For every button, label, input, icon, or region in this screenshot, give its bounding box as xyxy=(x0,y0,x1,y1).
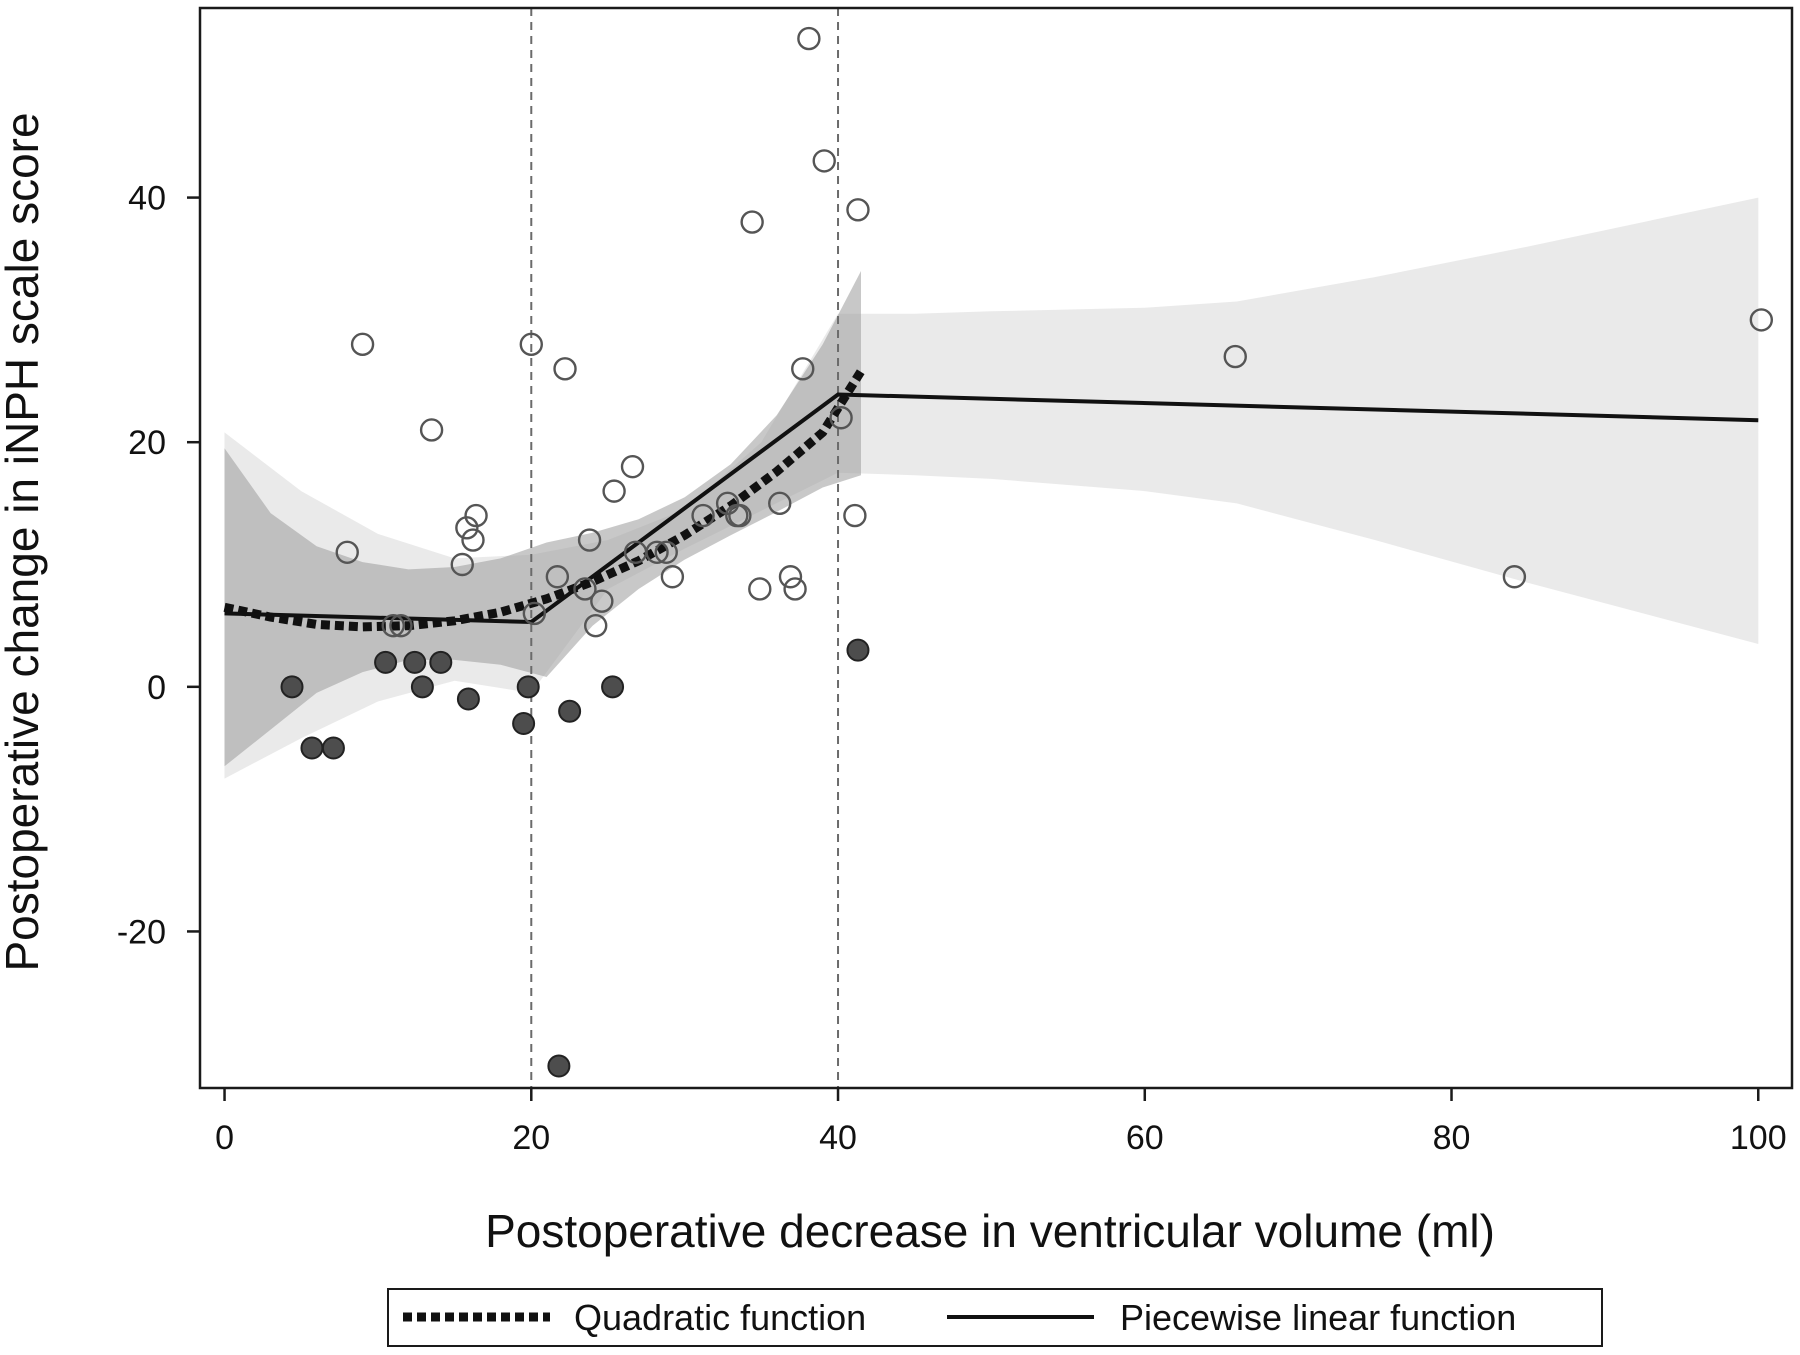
data-point-hollow xyxy=(461,528,485,552)
data-point-hollow xyxy=(740,210,764,234)
data-point-hollow xyxy=(728,503,752,528)
data-point-hollow xyxy=(545,565,570,589)
data-point-filled xyxy=(300,736,324,760)
data-point-filled xyxy=(846,638,870,662)
data-point-hollow xyxy=(590,589,614,613)
data-point-hollow xyxy=(519,332,543,357)
data-point-filled xyxy=(280,675,304,699)
data-point-hollow xyxy=(843,503,867,528)
x-tick-label: 0 xyxy=(215,1119,234,1157)
x-axis-title: Postoperative decrease in ventricular vo… xyxy=(485,1205,1495,1257)
piecewise-confidence-band xyxy=(224,197,1759,779)
data-point-hollow xyxy=(522,601,547,626)
data-point-filled xyxy=(558,699,582,723)
data-point-hollow xyxy=(654,540,678,564)
data-point-filled xyxy=(516,675,540,699)
data-point-filled xyxy=(429,650,453,674)
data-point-hollow xyxy=(748,577,772,601)
data-point-filled xyxy=(403,650,427,674)
legend-quadratic-label: Quadratic function xyxy=(574,1297,866,1338)
data-point-hollow xyxy=(553,357,577,381)
data-point-filled xyxy=(456,687,480,711)
x-tick-label: 80 xyxy=(1433,1119,1471,1157)
data-points xyxy=(280,26,1774,1078)
y-tick-label: -20 xyxy=(117,913,166,951)
data-point-hollow xyxy=(783,577,807,601)
data-point-hollow xyxy=(1749,308,1774,332)
data-point-filled xyxy=(512,712,536,736)
data-point-hollow xyxy=(691,503,715,528)
y-tick-label: 0 xyxy=(147,669,166,707)
data-point-hollow xyxy=(381,613,405,638)
data-point-filled xyxy=(601,675,625,699)
fit-lines xyxy=(223,368,1759,632)
data-point-hollow xyxy=(602,479,626,503)
x-tick-label: 40 xyxy=(819,1119,857,1157)
x-tick-label: 100 xyxy=(1730,1119,1787,1157)
data-point-hollow xyxy=(335,540,359,564)
data-point-hollow xyxy=(1502,565,1527,589)
data-point-hollow xyxy=(846,198,870,222)
data-point-hollow xyxy=(768,491,792,516)
data-point-filled xyxy=(547,1054,571,1078)
data-point-hollow xyxy=(797,26,821,51)
data-point-hollow xyxy=(812,149,836,173)
data-point-filled xyxy=(321,736,345,760)
data-point-filled xyxy=(374,650,398,674)
data-point-hollow xyxy=(645,540,669,564)
data-point-filled xyxy=(410,675,434,699)
legend-piecewise-label: Piecewise linear function xyxy=(1120,1297,1516,1338)
data-point-hollow xyxy=(778,565,803,589)
plot-frame xyxy=(198,6,1794,1090)
data-point-hollow xyxy=(660,565,685,589)
data-point-hollow xyxy=(419,418,444,442)
y-axis-title: Postoperative change in iNPH scale score xyxy=(0,112,48,971)
legend: Quadratic function Piecewise linear func… xyxy=(387,1288,1603,1347)
data-point-hollow xyxy=(450,552,474,577)
data-point-hollow xyxy=(577,528,602,552)
axis-ticks: 0 20 40 60 80 100 -20 0 20 40 xyxy=(117,180,1787,1157)
data-point-hollow xyxy=(573,577,597,601)
confidence-bands xyxy=(224,197,1759,779)
data-point-hollow xyxy=(464,503,488,528)
x-tick-label: 20 xyxy=(512,1119,550,1157)
data-point-hollow xyxy=(350,332,375,357)
piecewise-fit-line xyxy=(224,392,1759,625)
data-point-hollow xyxy=(1223,344,1247,369)
reference-lines xyxy=(530,8,840,1088)
data-point-hollow xyxy=(583,613,608,638)
data-point-hollow xyxy=(791,357,815,381)
y-tick-label: 40 xyxy=(128,180,166,218)
quadratic-confidence-band xyxy=(224,271,861,767)
y-tick-label: 20 xyxy=(128,424,166,462)
data-point-hollow xyxy=(389,613,413,638)
data-point-hollow xyxy=(620,454,645,479)
data-point-hollow xyxy=(829,406,853,430)
quadratic-fit-line xyxy=(223,368,865,632)
x-tick-label: 60 xyxy=(1126,1119,1164,1157)
